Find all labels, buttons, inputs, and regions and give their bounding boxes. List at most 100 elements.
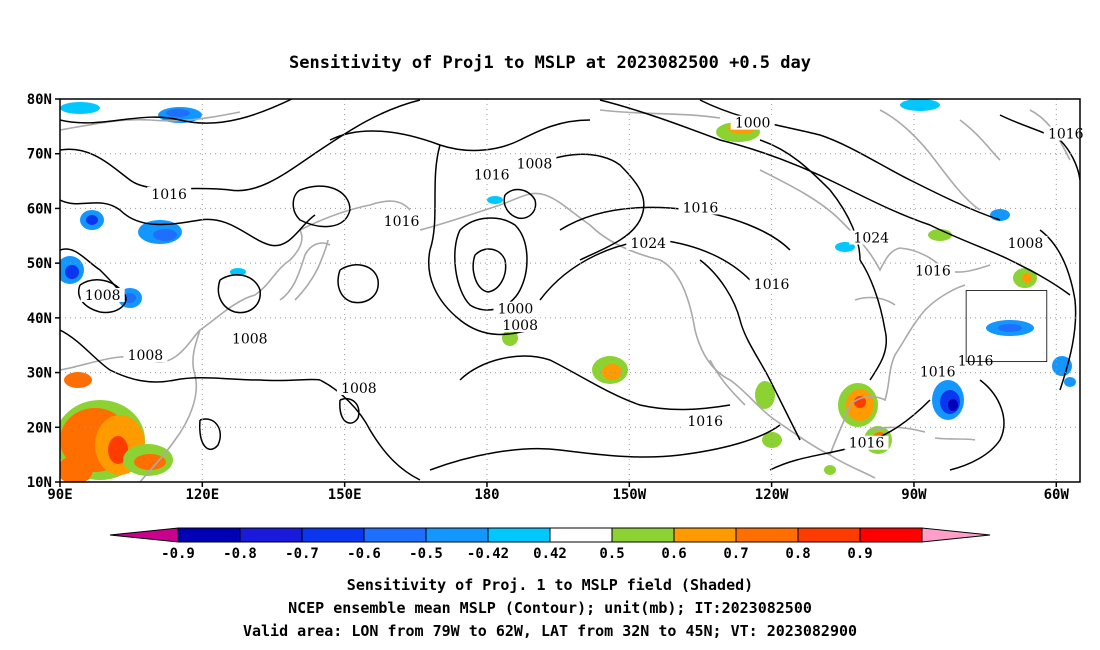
- lat-tick-label: 10N: [27, 475, 52, 491]
- contour-labels: 1000 1016 1008 1016 1016 1016 1016 1024 1024 1016…: [80, 115, 1088, 452]
- colorbar-level-label: 0.5: [599, 546, 624, 562]
- latitude-tick-labels: 80N 70N 60N 50N 40N 30N 20N 10N: [27, 92, 60, 491]
- map-panel: 1000 1016 1008 1016 1016 1016 1016 1024 1024 1016…: [27, 92, 1088, 503]
- colorbar-level-label: 0.7: [723, 546, 748, 562]
- contour-label-bg: [80, 287, 125, 302]
- colorbar-level-label: 0.42: [533, 546, 567, 562]
- lat-lon-grid: [60, 99, 1080, 482]
- mslp-contours: [60, 99, 1080, 481]
- colorbar-level-label: -0.9: [161, 546, 195, 562]
- contour-label-bg: [123, 348, 168, 363]
- colorbar: -0.9 -0.8 -0.7 -0.6 -0.5 -0.42 0.42 0.5 0.6 0.7 0.…: [109, 527, 991, 562]
- figure-title: Sensitivity of Proj1 to MSLP at 20230825…: [289, 53, 811, 73]
- contour-label: 1008: [85, 288, 121, 304]
- contour-label-bg: [730, 115, 775, 130]
- lat-tick-label: 40N: [27, 311, 52, 327]
- colorbar-level-label: -0.5: [409, 546, 443, 562]
- contour-label-bg: [849, 230, 894, 245]
- colorbar-swatch: [611, 527, 675, 543]
- lon-tick-label: 120W: [755, 487, 789, 503]
- colorbar-swatch: [363, 527, 427, 543]
- contour-label-bg: [915, 364, 960, 379]
- colorbar-level-label: -0.7: [285, 546, 319, 562]
- contour-label: 1008: [232, 332, 268, 348]
- colorbar-swatch: [177, 527, 241, 543]
- contour-label-bg: [1003, 235, 1048, 250]
- contour-label-bg: [953, 353, 998, 368]
- contour-label: 1016: [849, 436, 885, 452]
- colorbar-swatch: [239, 527, 303, 543]
- lon-tick-label: 90W: [901, 487, 927, 503]
- lat-tick-label: 50N: [27, 256, 52, 272]
- contour-label-bg: [678, 200, 723, 215]
- contour-label-bg: [379, 214, 424, 229]
- colorbar-swatch: [859, 527, 923, 543]
- contour-label-bg: [493, 301, 538, 316]
- contour-label: 1008: [517, 157, 553, 173]
- contour-label: 1000: [735, 116, 771, 132]
- lon-tick-label: 150E: [328, 487, 362, 503]
- colorbar-level-label: -0.6: [347, 546, 381, 562]
- contour-label-bg: [749, 277, 794, 292]
- contour-label: 1016: [384, 214, 420, 230]
- contour-label-bg: [336, 380, 381, 395]
- lat-tick-label: 80N: [27, 92, 52, 108]
- colorbar-high-extend: [921, 527, 991, 543]
- colorbar-level-label: 0.9: [847, 546, 872, 562]
- contour-label-bg: [227, 331, 272, 346]
- lat-tick-label: 20N: [27, 420, 52, 436]
- map-frame: [59, 98, 1081, 483]
- colorbar-swatch: [301, 527, 365, 543]
- lon-tick-label: 180: [474, 487, 499, 503]
- colorbar-level-label: -0.8: [223, 546, 257, 562]
- lat-tick-label: 60N: [27, 201, 52, 217]
- contour-label: 1008: [502, 318, 538, 334]
- contour-label-bg: [1043, 126, 1088, 141]
- longitude-tick-labels: 90E 120E 150E 180 150W 120W 90W 60W: [47, 482, 1069, 503]
- contour-label-bg: [498, 318, 543, 333]
- contour-label-bg: [147, 186, 192, 201]
- footer-line-1: Sensitivity of Proj. 1 to MSLP field (Sh…: [347, 576, 753, 594]
- colorbar-level-label: 0.6: [661, 546, 686, 562]
- colorbar-swatch: [797, 527, 861, 543]
- contour-label: 1008: [1008, 236, 1044, 252]
- lon-tick-label: 120E: [185, 487, 219, 503]
- contour-label: 1016: [683, 200, 719, 216]
- contour-label: 1016: [1048, 127, 1084, 143]
- contour-label: 1016: [151, 187, 187, 203]
- map-background: [60, 99, 1080, 482]
- contour-label-bg: [626, 235, 671, 250]
- lat-tick-label: 70N: [27, 147, 52, 163]
- colorbar-level-label: 0.8: [785, 546, 810, 562]
- contour-label-bg: [683, 413, 728, 428]
- footer-line-2: NCEP ensemble mean MSLP (Contour); unit(…: [288, 599, 812, 617]
- coastlines: [60, 109, 1071, 482]
- contour-label: 1024: [853, 231, 889, 247]
- colorbar-swatch: [425, 527, 489, 543]
- contour-label-bg: [469, 167, 514, 182]
- contour-label-bg: [844, 435, 889, 450]
- contour-label: 1024: [630, 236, 666, 252]
- colorbar-level-label: -0.42: [467, 546, 509, 562]
- contour-label: 1016: [754, 277, 790, 293]
- contour-label: 1016: [474, 168, 510, 184]
- colorbar-low-extend: [109, 527, 179, 543]
- colorbar-swatch: [549, 527, 613, 543]
- valid-area-box: [965, 290, 1048, 363]
- colorbar-swatch: [673, 527, 737, 543]
- contour-label: 1016: [687, 414, 723, 430]
- lon-tick-label: 90E: [47, 487, 72, 503]
- lon-tick-label: 60W: [1044, 487, 1070, 503]
- contour-label: 1016: [920, 365, 956, 381]
- colorbar-swatch: [487, 527, 551, 543]
- sensitivity-shading: [60, 99, 1076, 482]
- footer-line-3: Valid area: LON from 79W to 62W, LAT fro…: [243, 622, 857, 640]
- colorbar-swatch: [735, 527, 799, 543]
- contour-label-bg: [512, 156, 557, 171]
- contour-label: 1008: [341, 381, 377, 397]
- contour-label: 1000: [498, 302, 534, 318]
- contour-label: 1016: [915, 263, 951, 279]
- lon-tick-label: 150W: [612, 487, 646, 503]
- lat-tick-label: 30N: [27, 366, 52, 382]
